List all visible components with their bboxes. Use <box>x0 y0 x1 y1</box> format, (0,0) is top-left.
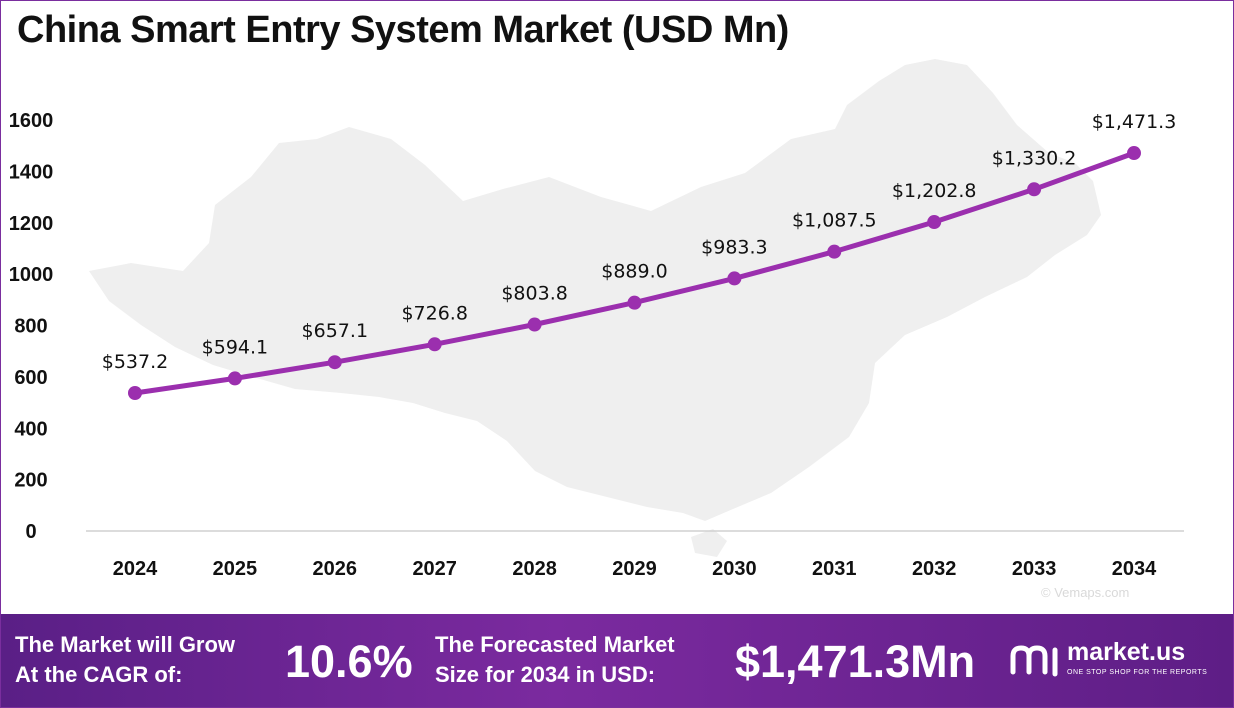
x-tick-label: 2026 <box>313 558 358 580</box>
x-tick-label: 2033 <box>1012 558 1057 580</box>
market-us-logo-icon <box>1010 645 1058 677</box>
x-tick-label: 2027 <box>412 558 457 580</box>
x-tick-label: 2032 <box>912 558 957 580</box>
data-label: $594.1 <box>202 336 268 358</box>
cagr-label-line2: At the CAGR of: <box>15 662 183 687</box>
forecast-label-line2: Size for 2034 in USD: <box>435 662 656 687</box>
y-tick-label: 1600 <box>9 110 54 132</box>
data-label: $1,087.5 <box>792 210 877 232</box>
data-point <box>827 244 842 259</box>
china-map-background <box>89 59 1101 557</box>
data-label: $983.3 <box>701 236 767 258</box>
data-point <box>1027 182 1042 197</box>
data-point <box>627 295 642 310</box>
data-labels: $537.2 $594.1 $657.1 $726.8 $803.8 $889.0 $983… <box>102 111 1177 373</box>
y-tick-label: 600 <box>14 367 47 389</box>
data-point <box>1127 146 1141 161</box>
page-title: China Smart Entry System Market (USD Mn) <box>17 9 789 51</box>
y-tick-label: 800 <box>14 316 47 338</box>
data-point <box>927 215 942 230</box>
data-point <box>727 271 742 286</box>
x-tick-label: 2029 <box>612 558 657 580</box>
y-tick-label: 0 <box>25 521 36 543</box>
x-tick-label: 2034 <box>1112 558 1157 580</box>
data-point <box>427 337 442 352</box>
forecast-label: The Forecasted Market Size for 2034 in U… <box>435 630 675 690</box>
y-tick-labels: 0 200 400 600 800 1000 1200 1400 1600 <box>9 110 54 543</box>
cagr-label-line1: The Market will Grow <box>15 632 236 657</box>
x-tick-label: 2031 <box>812 558 857 580</box>
x-tick-label: 2024 <box>113 558 158 580</box>
data-label: $1,202.8 <box>892 180 977 202</box>
map-credit: © Vemaps.com <box>1041 585 1130 600</box>
y-tick-label: 1000 <box>9 264 54 286</box>
cagr-value: 10.6% <box>285 636 413 687</box>
footer-banner: The Market will Grow At the CAGR of: 10.… <box>1 614 1233 707</box>
data-label: $803.8 <box>501 283 567 305</box>
data-point <box>128 386 142 401</box>
data-label: $657.1 <box>302 320 368 342</box>
forecast-value: $1,471.3Mn <box>735 636 976 687</box>
x-tick-labels: 2024 2025 2026 2027 2028 2029 2030 2031 2032 2033… <box>113 558 1157 580</box>
y-tick-label: 200 <box>14 470 47 492</box>
y-tick-label: 400 <box>14 418 47 440</box>
data-label: $1,330.2 <box>992 147 1077 169</box>
data-label: $889.0 <box>601 261 667 283</box>
data-label: $1,471.3 <box>1092 111 1177 133</box>
data-points <box>128 146 1141 401</box>
y-axis: 0 200 400 600 800 1000 1200 1400 1600 <box>9 110 54 543</box>
data-point <box>227 371 242 386</box>
data-label: $537.2 <box>102 351 168 373</box>
y-tick-label: 1400 <box>9 161 54 183</box>
brand-name: market.us <box>1067 638 1186 666</box>
x-tick-label: 2028 <box>512 558 557 580</box>
y-tick-label: 1200 <box>9 213 54 235</box>
data-point <box>527 317 542 332</box>
data-label: $726.8 <box>401 302 467 324</box>
cagr-label: The Market will Grow At the CAGR of: <box>15 630 235 690</box>
x-tick-label: 2025 <box>213 558 258 580</box>
data-point <box>327 355 342 370</box>
x-tick-label: 2030 <box>712 558 757 580</box>
forecast-label-line1: The Forecasted Market <box>435 632 675 657</box>
brand-tagline: ONE STOP SHOP FOR THE REPORTS <box>1067 669 1208 676</box>
